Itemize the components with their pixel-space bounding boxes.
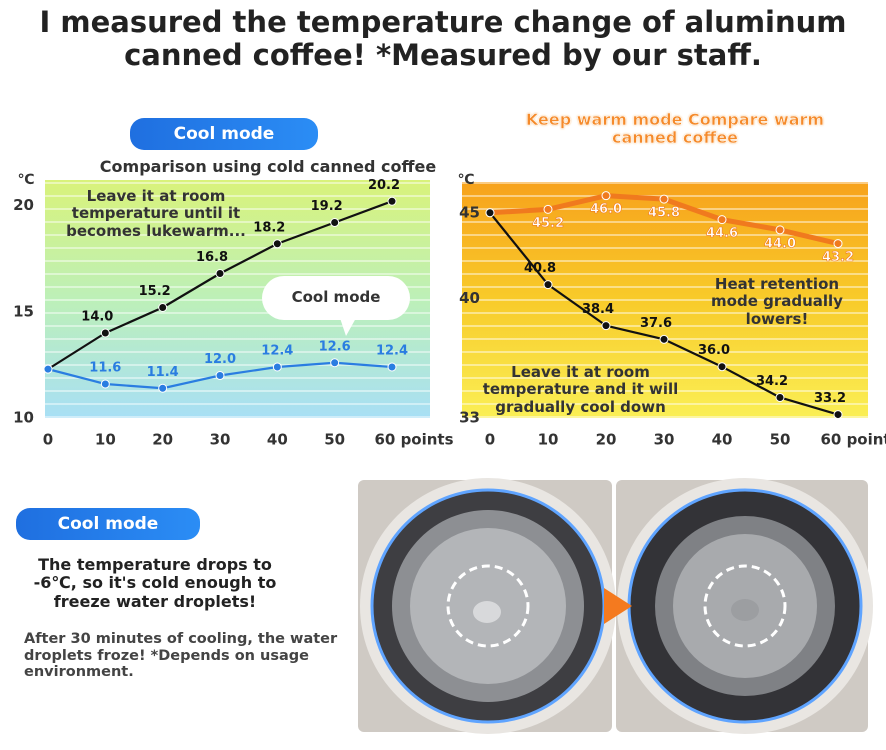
- annotation: Leave it at room temperature until it be…: [66, 187, 246, 240]
- point: [330, 218, 340, 227]
- description: The temperature drops to -6℃, so it's co…: [33, 555, 277, 611]
- point: [158, 383, 168, 393]
- data-label: 20.2: [368, 178, 400, 193]
- data-label: 46.0: [590, 202, 622, 217]
- annotation: Heat retention mode gradually lowers!: [711, 275, 843, 328]
- data-label: 11.4: [147, 365, 179, 380]
- point: [775, 392, 785, 402]
- data-label: 14.0: [81, 310, 113, 325]
- x-tick-label: 0: [43, 431, 53, 449]
- point: [601, 321, 611, 331]
- point: [100, 328, 110, 338]
- point: [272, 239, 282, 249]
- y-tick-label: 20: [13, 196, 34, 214]
- data-label: 33.2: [814, 391, 846, 406]
- data-label: 36.0: [698, 343, 730, 358]
- x-tick-label: 10: [538, 431, 559, 449]
- x-tick-label: 50: [770, 431, 791, 449]
- data-label: 11.6: [89, 361, 121, 376]
- point: [100, 379, 110, 389]
- point: [717, 362, 727, 372]
- data-label: 12.4: [261, 344, 293, 359]
- data-label: 16.8: [196, 250, 228, 265]
- point: [158, 303, 168, 312]
- photo-right: [616, 478, 873, 734]
- x-tick-label: 20: [152, 431, 173, 449]
- page-title: I measured the temperature change of alu…: [39, 5, 847, 73]
- point: [659, 334, 669, 344]
- x-tick-label: 10: [95, 431, 116, 449]
- point: [601, 191, 611, 201]
- point: [215, 371, 225, 380]
- x-tick-label: 20: [596, 431, 617, 449]
- x-tick-label: 0: [485, 431, 495, 449]
- note: After 30 minutes of cooling, the water d…: [24, 631, 338, 681]
- point: [775, 225, 785, 235]
- data-label: 37.6: [640, 316, 672, 331]
- x-tick-label: 30: [210, 431, 231, 449]
- y-tick-label: 40: [459, 289, 480, 307]
- point: [659, 194, 669, 204]
- point: [272, 362, 282, 372]
- point: [543, 204, 553, 214]
- point: [485, 208, 495, 218]
- data-label: 15.2: [139, 284, 171, 299]
- data-label: 44.0: [764, 236, 796, 251]
- x-tick-label: 50: [324, 431, 345, 449]
- point: [387, 362, 397, 372]
- photo-left: [358, 478, 616, 734]
- x-tick-label: 60 points: [820, 431, 886, 449]
- y-tick-label: 15: [13, 302, 34, 320]
- data-label: 12.6: [319, 339, 351, 354]
- annotation: Cool mode: [262, 276, 410, 320]
- annotation: Leave it at room temperature and it will…: [482, 363, 679, 416]
- point: [543, 280, 553, 290]
- data-label: 43.2: [822, 250, 854, 265]
- y-tick-label: 10: [13, 409, 34, 427]
- data-label: 44.6: [706, 226, 738, 241]
- data-label: 34.2: [756, 374, 788, 389]
- chart-subtitle: Comparison using cold canned coffee: [99, 157, 437, 176]
- y-tick-label: 33: [459, 409, 480, 427]
- x-tick-label: 60 points: [374, 431, 453, 449]
- arrow: [604, 588, 632, 624]
- data-label: 18.2: [253, 220, 285, 235]
- point: [717, 215, 727, 225]
- point: [833, 410, 843, 420]
- data-label: 12.4: [376, 344, 408, 359]
- x-tick-label: 40: [267, 431, 288, 449]
- bubble-tail: [340, 318, 356, 336]
- data-label: 12.0: [204, 352, 236, 367]
- data-label: 45.2: [532, 216, 564, 231]
- point: [387, 196, 397, 206]
- point: [833, 239, 843, 249]
- data-label: 19.2: [311, 199, 343, 214]
- plot-stripes: [462, 182, 868, 418]
- data-label: 45.8: [648, 206, 680, 221]
- y-axis-label: ℃: [458, 172, 475, 188]
- badge: Cool mode: [130, 118, 318, 150]
- data-label: 38.4: [582, 302, 614, 317]
- point: [43, 364, 53, 374]
- x-tick-label: 30: [654, 431, 675, 449]
- badge: Cool mode: [16, 508, 200, 540]
- data-label: 40.8: [524, 261, 556, 276]
- point: [330, 358, 340, 368]
- chart-title: Keep warm mode Compare warm canned coffe…: [525, 110, 825, 148]
- point: [215, 269, 225, 278]
- y-axis-label: ℃: [18, 172, 35, 188]
- y-tick-label: 45: [459, 203, 480, 221]
- x-tick-label: 40: [712, 431, 733, 449]
